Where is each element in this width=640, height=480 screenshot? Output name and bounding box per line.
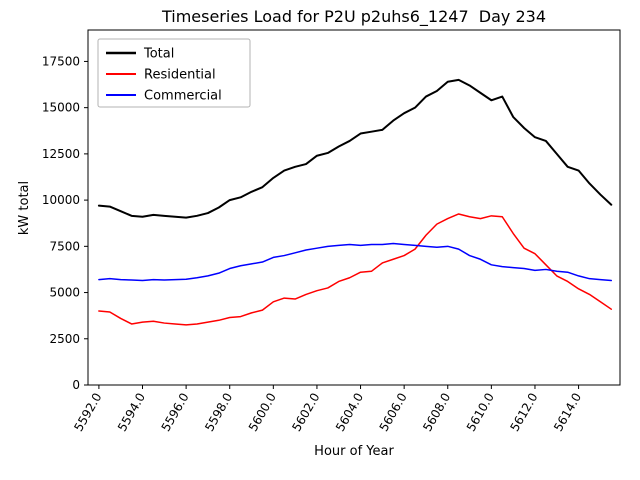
x-tick-label: 5600.0 — [246, 391, 279, 434]
series-line-total — [97, 78, 613, 219]
legend-label-commercial: Commercial — [144, 89, 222, 104]
x-tick-label: 5610.0 — [464, 391, 497, 434]
series-line-residential — [98, 213, 613, 326]
chart-title: Timeseries Load for P2U p2uhs6_1247 Day … — [161, 7, 547, 26]
y-tick-label: 15000 — [42, 101, 80, 115]
x-tick-label: 5592.0 — [71, 391, 104, 434]
y-tick-label: 5000 — [49, 286, 80, 300]
x-axis-label: Hour of Year — [314, 444, 394, 459]
x-tick-label: 5606.0 — [377, 391, 410, 434]
axes-frame — [87, 29, 621, 386]
x-tick-label: 5598.0 — [202, 391, 235, 434]
x-tick-label: 5604.0 — [333, 391, 366, 434]
x-tick-label: 5596.0 — [159, 391, 192, 434]
y-tick-label: 7500 — [49, 239, 80, 253]
legend-label-total: Total — [143, 47, 174, 62]
y-tick-label: 17500 — [42, 54, 80, 68]
y-tick-label: 0 — [72, 378, 80, 392]
y-tick-label: 10000 — [42, 193, 80, 207]
y-tick-label: 12500 — [42, 147, 80, 161]
y-tick-label: 2500 — [49, 332, 80, 346]
y-axis-label: kW total — [17, 180, 32, 236]
legend-box — [97, 38, 251, 108]
series-line-commercial — [98, 242, 613, 282]
x-tick-label: 5608.0 — [420, 391, 453, 434]
x-tick-label: 5614.0 — [551, 391, 584, 434]
legend-label-residential: Residential — [144, 68, 216, 83]
x-tick-label: 5602.0 — [289, 391, 322, 434]
x-tick-label: 5612.0 — [507, 391, 540, 434]
x-tick-label: 5594.0 — [115, 391, 148, 434]
